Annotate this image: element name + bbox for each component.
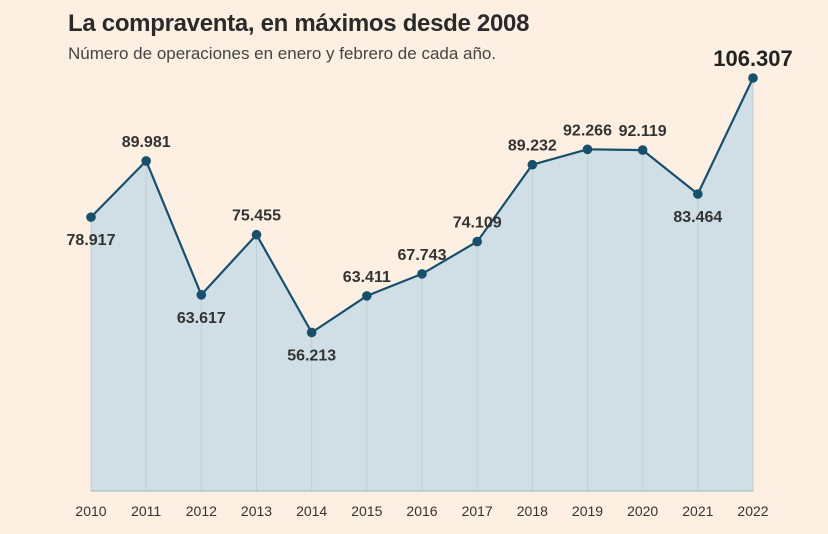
data-label-2022: 106.307 [713,46,793,71]
data-label-2016: 67.743 [398,247,447,264]
data-point-2013 [251,229,262,240]
x-tick-label-2016: 2016 [406,503,437,519]
x-tick-label-2014: 2014 [296,503,327,519]
data-label-2011: 89.981 [122,134,171,151]
data-label-2013: 75.455 [232,208,281,225]
data-label-2010: 78.917 [67,232,116,249]
x-tick-label-2013: 2013 [241,503,272,519]
x-tick-label-2020: 2020 [627,503,658,519]
data-label-2017: 74.109 [453,215,502,232]
data-label-2019: 92.266 [563,122,612,139]
data-point-2017 [472,236,482,247]
data-point-2011 [141,156,151,166]
data-point-2016 [417,269,427,279]
x-tick-label-2021: 2021 [682,503,713,519]
data-point-2019 [582,144,593,155]
data-label-2018: 89.232 [508,138,557,155]
x-tick-label-2012: 2012 [186,503,217,519]
data-label-2020: 92.119 [619,123,667,140]
x-tick-label-2022: 2022 [737,503,768,519]
data-point-2012 [196,290,207,300]
x-tick-label-2019: 2019 [572,503,603,519]
x-tick-label-2017: 2017 [462,503,493,519]
data-label-2014: 56.213 [287,347,336,364]
data-label-2015: 63.411 [343,269,391,286]
data-point-2020 [637,145,648,155]
x-tick-label-2018: 2018 [517,503,548,519]
data-label-2012: 63.617 [177,310,226,327]
data-point-2022 [748,73,758,83]
chart-title: La compraventa, en máximos desde 2008 [68,10,530,37]
x-tick-label-2010: 2010 [75,503,106,519]
data-point-2018 [527,159,538,170]
data-label-2021: 83.464 [673,209,722,226]
chart-subtitle: Número de operaciones en enero y febrero… [68,44,497,63]
data-point-2021 [693,189,703,199]
x-tick-label-2015: 2015 [351,503,382,519]
data-point-2015 [362,291,372,301]
data-point-2010 [86,212,96,222]
x-tick-label-2011: 2011 [131,503,161,519]
data-point-2014 [306,327,317,338]
